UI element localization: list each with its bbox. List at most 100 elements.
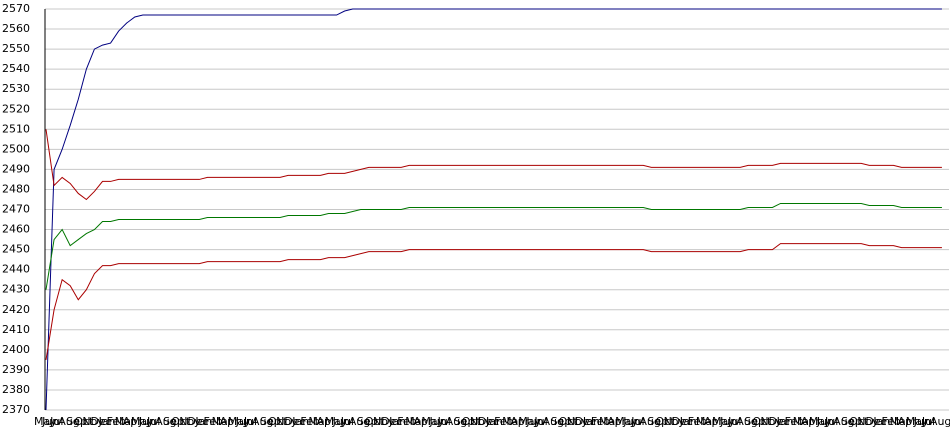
x-tick-label: Feb bbox=[300, 415, 319, 428]
x-tick-label: Jan bbox=[485, 415, 503, 428]
x-tick-label: May bbox=[34, 415, 57, 428]
y-tick-label: 2540 bbox=[2, 62, 30, 75]
x-tick-label: May bbox=[712, 415, 735, 428]
x-tick-label: Nov bbox=[760, 415, 782, 428]
y-tick-label: 2470 bbox=[2, 203, 30, 216]
series-line bbox=[45, 202, 942, 290]
x-tick-label: Jul bbox=[340, 415, 354, 428]
x-tick-label: Apr bbox=[510, 415, 530, 428]
x-tick-label: Aug bbox=[58, 415, 79, 428]
x-tick-label: Nov bbox=[179, 415, 201, 428]
x-tick-label: Dec bbox=[187, 415, 208, 428]
y-tick-label: 2530 bbox=[2, 82, 30, 95]
x-tick-label: Jul bbox=[630, 415, 644, 428]
x-tick-label: Apr bbox=[413, 415, 433, 428]
x-tick-label: Oct bbox=[752, 415, 772, 428]
x-tick-label: Nov bbox=[664, 415, 686, 428]
x-tick-label: Nov bbox=[373, 415, 395, 428]
x-tick-label: Mar bbox=[793, 415, 814, 428]
y-tick-label: 2420 bbox=[2, 303, 30, 316]
y-tick-label: 2380 bbox=[2, 383, 30, 396]
y-tick-label: 2430 bbox=[2, 283, 30, 296]
x-tick-label: Sep bbox=[260, 415, 281, 428]
x-tick-label: May bbox=[906, 415, 929, 428]
x-tick-label: Oct bbox=[559, 415, 579, 428]
x-tick-label: Feb bbox=[107, 415, 126, 428]
x-tick-label: Sep bbox=[647, 415, 668, 428]
y-tick-label: 2410 bbox=[2, 323, 30, 336]
x-tick-label: Aug bbox=[252, 415, 273, 428]
x-tick-label: Sep bbox=[551, 415, 572, 428]
x-tick-label: Sep bbox=[357, 415, 378, 428]
x-tick-label: Sep bbox=[744, 415, 765, 428]
x-tick-label: Jun bbox=[622, 415, 640, 428]
x-tick-label: Oct bbox=[268, 415, 288, 428]
x-tick-label: Jun bbox=[816, 415, 834, 428]
series-line bbox=[45, 243, 942, 360]
x-tick-label: Dec bbox=[91, 415, 112, 428]
x-tick-label: May bbox=[615, 415, 638, 428]
x-tick-label: Aug bbox=[736, 415, 757, 428]
x-tick-label: Feb bbox=[204, 415, 223, 428]
x-tick-label: May bbox=[325, 415, 348, 428]
x-tick-label: Jul bbox=[146, 415, 160, 428]
x-tick-label: Dec bbox=[284, 415, 305, 428]
x-tick-label: Jan bbox=[872, 415, 890, 428]
x-tick-label: Oct bbox=[849, 415, 869, 428]
x-tick-label: Mar bbox=[115, 415, 136, 428]
x-tick-label: Jan bbox=[679, 415, 697, 428]
x-tick-label: May bbox=[131, 415, 154, 428]
x-tick-label: Apr bbox=[220, 415, 240, 428]
x-tick-label: Aug bbox=[349, 415, 370, 428]
y-tick-label: 2480 bbox=[2, 182, 30, 195]
series-line bbox=[45, 8, 942, 411]
x-tick-label: Sep bbox=[66, 415, 87, 428]
x-tick-label: Apr bbox=[317, 415, 337, 428]
x-tick-label: Jun bbox=[41, 415, 59, 428]
x-tick-label: May bbox=[228, 415, 251, 428]
x-tick-label: May bbox=[421, 415, 444, 428]
x-tick-label: Feb bbox=[785, 415, 804, 428]
y-tick-label: 2490 bbox=[2, 162, 30, 175]
x-tick-label: Apr bbox=[123, 415, 143, 428]
x-tick-label: Jan bbox=[776, 415, 794, 428]
x-tick-label: May bbox=[518, 415, 541, 428]
y-tick-label: 2510 bbox=[2, 122, 30, 135]
x-tick-label: Mar bbox=[308, 415, 329, 428]
x-tick-label: Jul bbox=[727, 415, 741, 428]
series-line bbox=[45, 129, 942, 201]
x-tick-label: Aug bbox=[930, 415, 950, 428]
y-tick-label: 2390 bbox=[2, 363, 30, 376]
x-tick-label: Jul bbox=[243, 415, 257, 428]
x-tick-label: Mar bbox=[599, 415, 620, 428]
x-tick-label: Feb bbox=[494, 415, 513, 428]
x-tick-label: Nov bbox=[470, 415, 492, 428]
x-tick-label: Mar bbox=[212, 415, 233, 428]
x-tick-label: Jan bbox=[98, 415, 116, 428]
x-tick-label: Mar bbox=[890, 415, 911, 428]
x-tick-label: May bbox=[809, 415, 832, 428]
x-tick-label: Jun bbox=[235, 415, 253, 428]
x-tick-label: Jul bbox=[824, 415, 838, 428]
x-tick-label: Apr bbox=[704, 415, 724, 428]
x-tick-label: Aug bbox=[639, 415, 660, 428]
x-tick-label: Jul bbox=[921, 415, 935, 428]
x-tick-label: Dec bbox=[381, 415, 402, 428]
x-tick-label: Jan bbox=[582, 415, 600, 428]
x-tick-label: Jun bbox=[332, 415, 350, 428]
x-tick-label: Jul bbox=[533, 415, 547, 428]
x-tick-label: Nov bbox=[276, 415, 298, 428]
y-tick-label: 2370 bbox=[2, 403, 30, 416]
x-tick-label: Dec bbox=[478, 415, 499, 428]
x-tick-label: Apr bbox=[607, 415, 627, 428]
x-tick-label: Sep bbox=[163, 415, 184, 428]
x-tick-label: Sep bbox=[454, 415, 475, 428]
x-tick-label: Aug bbox=[833, 415, 854, 428]
x-tick-label: Oct bbox=[656, 415, 676, 428]
x-tick-label: Jan bbox=[291, 415, 309, 428]
x-tick-label: Jun bbox=[429, 415, 447, 428]
x-tick-label: Mar bbox=[696, 415, 717, 428]
x-tick-label: Jun bbox=[525, 415, 543, 428]
y-tick-label: 2440 bbox=[2, 263, 30, 276]
